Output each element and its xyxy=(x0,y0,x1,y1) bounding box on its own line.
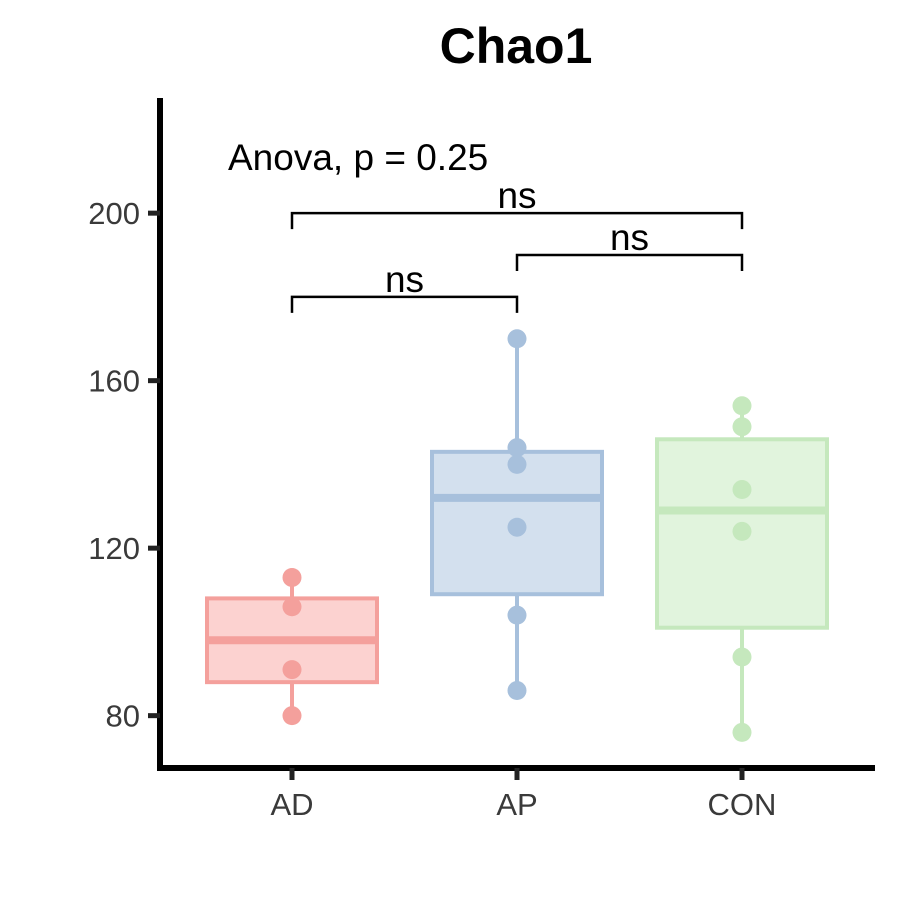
x-tick-label-con: CON xyxy=(708,787,777,822)
y-tick-label-160: 160 xyxy=(88,364,140,399)
x-tick-label-ap: AP xyxy=(496,787,537,822)
chart-title: Chao1 xyxy=(440,18,593,74)
comparison-bracket-ad-ap xyxy=(290,295,519,313)
comparison-label-ad-ap: ns xyxy=(385,259,424,300)
data-point-ad-4 xyxy=(282,706,302,726)
comparison-bracket-ap-con xyxy=(515,253,744,272)
y-tick-label-120: 120 xyxy=(88,531,140,566)
data-point-con-5 xyxy=(732,647,752,667)
data-point-ad-3 xyxy=(282,660,302,680)
data-point-con-6 xyxy=(732,722,752,742)
anova-annotation: Anova, p = 0.25 xyxy=(228,137,488,178)
data-point-con-2 xyxy=(732,417,752,437)
data-point-con-4 xyxy=(732,521,752,541)
data-point-ad-1 xyxy=(282,567,302,587)
data-point-ad-2 xyxy=(282,597,302,617)
data-point-ap-1 xyxy=(507,329,527,349)
data-point-ap-2 xyxy=(507,438,527,458)
y-tick-label-80: 80 xyxy=(106,699,140,734)
data-point-con-3 xyxy=(732,480,752,500)
comparison-bracket-ad-con xyxy=(290,211,744,230)
data-point-ap-6 xyxy=(507,681,527,701)
data-point-con-1 xyxy=(732,396,752,416)
comparison-label-ap-con: ns xyxy=(610,217,649,258)
data-point-ap-4 xyxy=(507,517,527,537)
data-point-ap-3 xyxy=(507,454,527,474)
x-tick-label-ad: AD xyxy=(270,787,313,822)
y-tick-label-200: 200 xyxy=(88,196,140,231)
data-point-ap-5 xyxy=(507,605,527,625)
comparison-label-ad-con: ns xyxy=(497,175,536,216)
